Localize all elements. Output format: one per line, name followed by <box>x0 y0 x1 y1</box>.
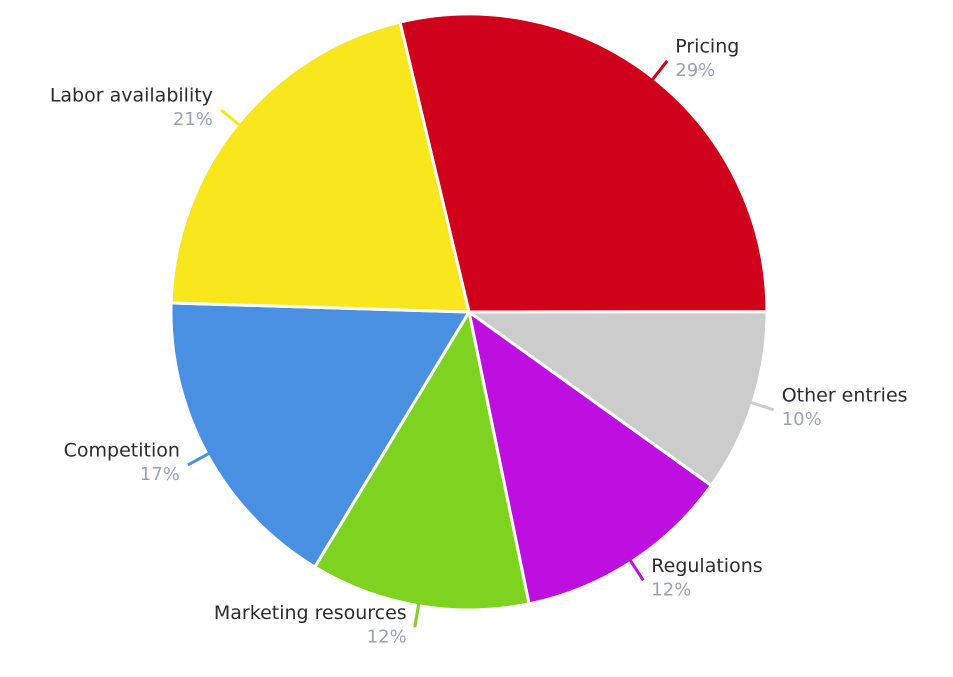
leader-line <box>219 108 244 129</box>
slice-label: Other entries <box>782 384 908 406</box>
slice-label: Pricing <box>675 35 739 57</box>
slice-label: Regulations <box>651 555 762 577</box>
slice-label: Labor availability <box>50 84 213 106</box>
leader-line <box>746 399 775 412</box>
slice-label: Competition <box>64 439 180 461</box>
slice-value-label: 12% <box>367 626 407 647</box>
leader-line <box>626 556 645 582</box>
leader-line <box>648 59 669 84</box>
slice-value-label: 10% <box>782 409 822 430</box>
slice-label: Marketing resources <box>214 602 407 624</box>
slice-value-label: 29% <box>675 60 715 81</box>
leader-line <box>413 599 421 628</box>
slice-value-label: 21% <box>173 109 213 130</box>
leader-line <box>187 450 214 467</box>
slice-value-label: 17% <box>140 464 180 485</box>
slice-value-label: 12% <box>651 579 691 600</box>
